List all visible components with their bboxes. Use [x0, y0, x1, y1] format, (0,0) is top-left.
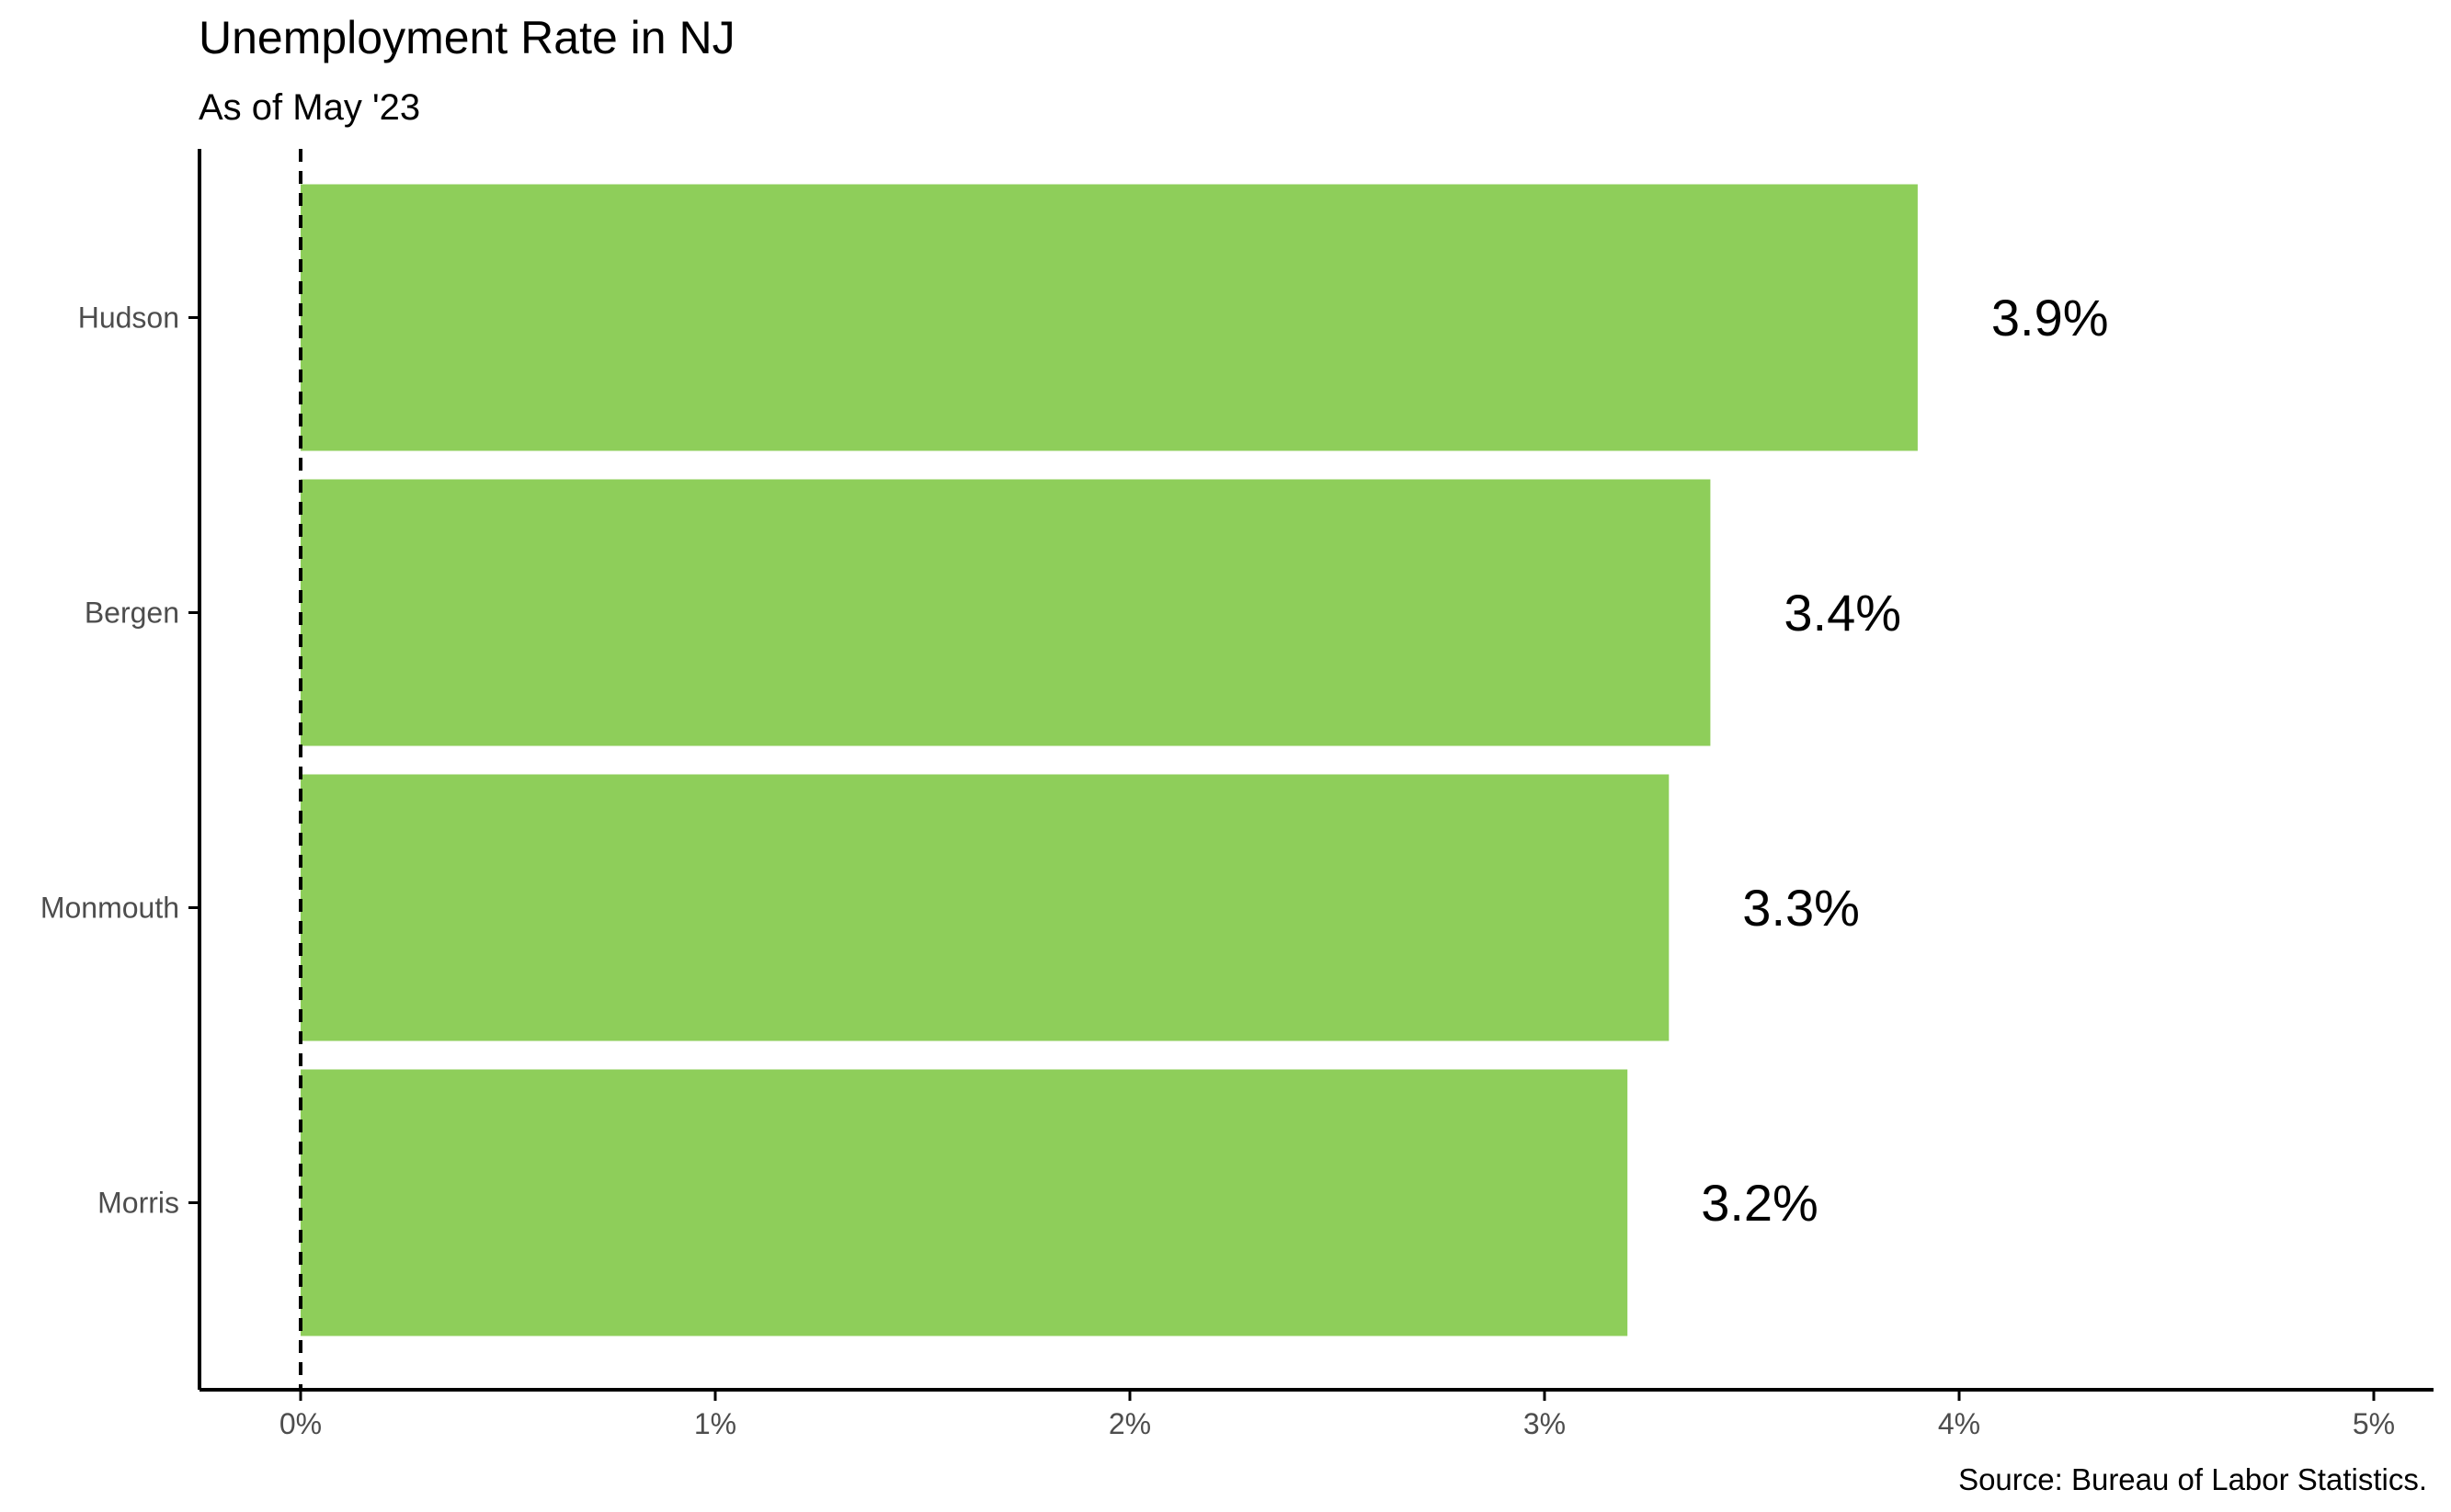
chart-title: Unemployment Rate in NJ — [199, 12, 735, 63]
x-tick-label-4: 4% — [1938, 1407, 1980, 1440]
y-tick-label-hudson: Hudson — [78, 301, 179, 335]
y-tick-label-morris: Morris — [97, 1187, 179, 1220]
bars-layer — [301, 184, 1918, 1336]
x-tick-label-0: 0% — [279, 1407, 322, 1440]
data-label-monmouth: 3.3% — [1742, 879, 1860, 937]
bar-monmouth — [301, 774, 1670, 1041]
y-tick-label-monmouth: Monmouth — [40, 892, 179, 925]
bar-morris — [301, 1069, 1628, 1336]
y-tick-label-bergen: Bergen — [85, 597, 179, 630]
chart-subtitle: As of May '23 — [199, 87, 420, 128]
x-tick-label-2: 2% — [1109, 1407, 1151, 1440]
x-tick-label-1: 1% — [694, 1407, 736, 1440]
x-tick-label-5: 5% — [2353, 1407, 2395, 1440]
data-label-hudson: 3.9% — [1991, 289, 2109, 347]
bar-hudson — [301, 184, 1918, 451]
data-label-morris: 3.2% — [1701, 1174, 1818, 1232]
bar-bergen — [301, 479, 1711, 746]
chart-caption: Source: Bureau of Labor Statistics. — [1958, 1462, 2427, 1496]
x-tick-label-3: 3% — [1523, 1407, 1566, 1440]
axes-layer: Hudson Bergen Monmouth Morris 0% 1% 2% 3% 4% 5% — [40, 149, 2434, 1440]
data-labels-layer: 3.9% 3.4% 3.3% 3.2% — [1701, 289, 2108, 1232]
data-label-bergen: 3.4% — [1784, 584, 1901, 642]
